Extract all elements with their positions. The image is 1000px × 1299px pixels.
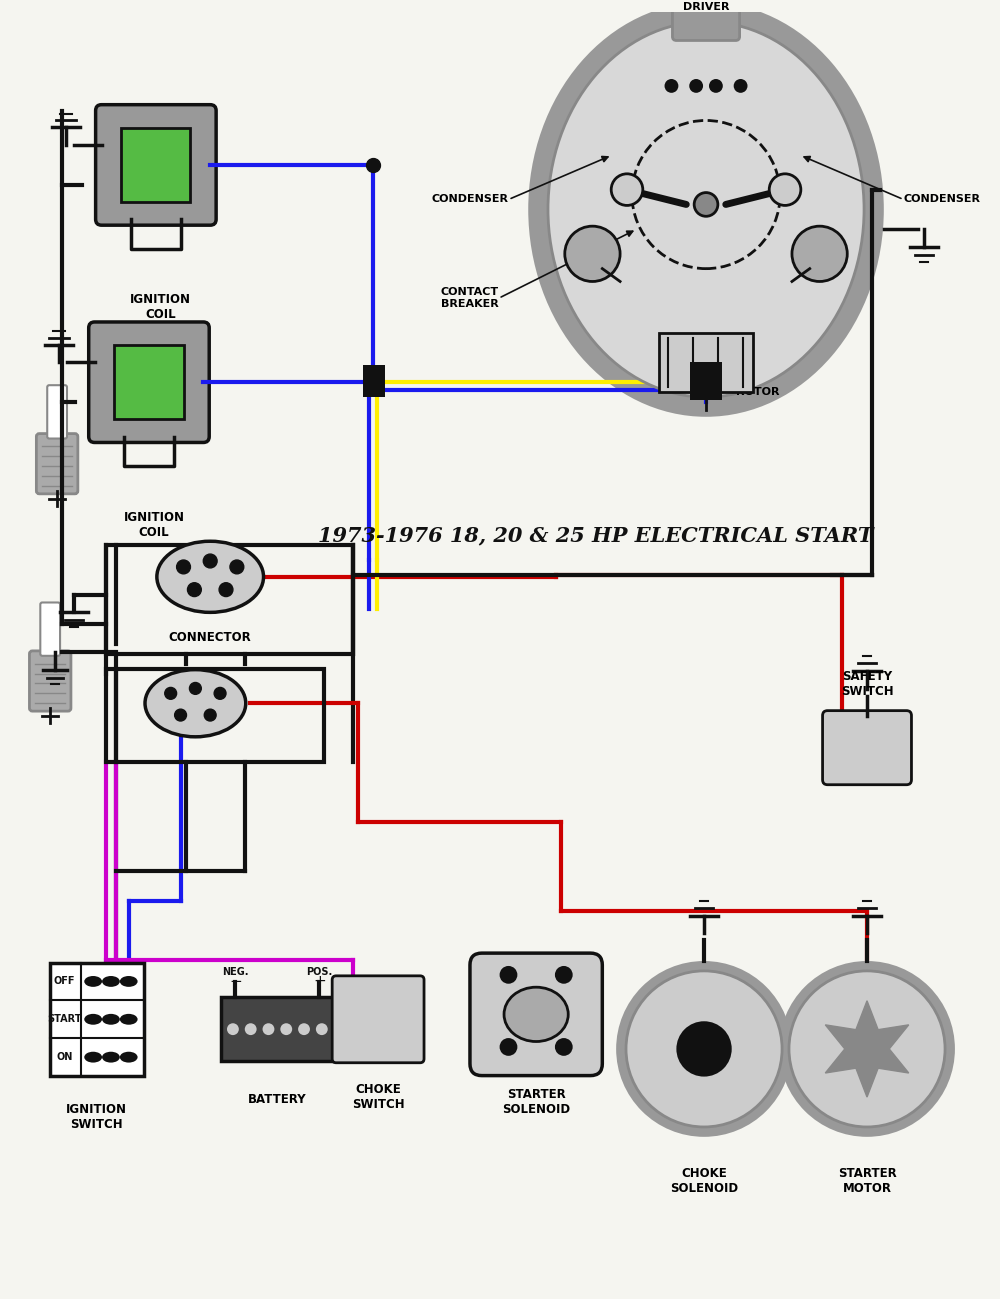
Text: CHOKE
SOLENOID: CHOKE SOLENOID xyxy=(670,1168,738,1195)
Bar xyxy=(114,346,184,420)
Circle shape xyxy=(734,79,748,92)
FancyBboxPatch shape xyxy=(672,0,740,40)
Text: STARTER
MOTOR: STARTER MOTOR xyxy=(838,1168,896,1195)
Circle shape xyxy=(665,79,678,92)
Text: DRIVER
COIL: DRIVER COIL xyxy=(683,3,729,23)
Ellipse shape xyxy=(120,1052,138,1063)
Polygon shape xyxy=(825,1000,909,1098)
Circle shape xyxy=(779,961,955,1137)
Text: 1973-1976 18, 20 & 25 HP ELECTRICAL START: 1973-1976 18, 20 & 25 HP ELECTRICAL STAR… xyxy=(318,525,873,546)
Circle shape xyxy=(792,226,847,282)
FancyBboxPatch shape xyxy=(332,976,424,1063)
Text: CONTACT
BREAKER: CONTACT BREAKER xyxy=(440,287,499,309)
Text: STARTER
SOLENOID: STARTER SOLENOID xyxy=(502,1089,570,1116)
Circle shape xyxy=(187,583,201,596)
Circle shape xyxy=(616,961,792,1137)
Text: OFF: OFF xyxy=(54,977,75,986)
Ellipse shape xyxy=(528,3,884,417)
Bar xyxy=(106,546,353,653)
Circle shape xyxy=(175,709,186,721)
Circle shape xyxy=(263,1024,274,1035)
Circle shape xyxy=(565,226,620,282)
Circle shape xyxy=(555,1038,573,1056)
FancyBboxPatch shape xyxy=(29,651,71,711)
Text: IGNITION
COIL: IGNITION COIL xyxy=(130,294,191,321)
Circle shape xyxy=(219,583,233,596)
Circle shape xyxy=(230,560,244,574)
Circle shape xyxy=(709,79,723,92)
Circle shape xyxy=(678,1024,730,1074)
FancyBboxPatch shape xyxy=(96,105,216,225)
Bar xyxy=(363,365,385,397)
Circle shape xyxy=(280,1024,292,1035)
Ellipse shape xyxy=(120,976,138,987)
Circle shape xyxy=(214,687,226,699)
FancyBboxPatch shape xyxy=(470,953,602,1076)
Text: SAFETY
SWITCH: SAFETY SWITCH xyxy=(841,670,893,699)
FancyBboxPatch shape xyxy=(47,386,67,439)
Circle shape xyxy=(500,966,517,983)
Ellipse shape xyxy=(84,976,102,987)
Ellipse shape xyxy=(120,1013,138,1025)
Text: NEG.: NEG. xyxy=(222,968,249,977)
Ellipse shape xyxy=(102,1052,120,1063)
Text: CONDENSER: CONDENSER xyxy=(431,195,508,204)
Circle shape xyxy=(694,192,718,217)
Circle shape xyxy=(165,687,177,699)
Circle shape xyxy=(298,1024,310,1035)
Text: BATTERY: BATTERY xyxy=(248,1094,307,1107)
Bar xyxy=(221,998,334,1061)
FancyBboxPatch shape xyxy=(36,434,78,494)
Ellipse shape xyxy=(548,22,864,397)
Circle shape xyxy=(689,79,703,92)
Bar xyxy=(106,669,324,763)
Ellipse shape xyxy=(102,1013,120,1025)
Circle shape xyxy=(555,966,573,983)
Circle shape xyxy=(189,682,201,695)
Bar xyxy=(690,362,722,400)
Circle shape xyxy=(789,970,945,1128)
Circle shape xyxy=(227,1024,239,1035)
Circle shape xyxy=(245,1024,257,1035)
Circle shape xyxy=(500,1038,517,1056)
Circle shape xyxy=(611,174,643,205)
Text: CHOKE
SWITCH: CHOKE SWITCH xyxy=(352,1083,404,1112)
Text: IGNITION
SWITCH: IGNITION SWITCH xyxy=(66,1103,127,1131)
Text: IGNITION
COIL: IGNITION COIL xyxy=(123,511,184,539)
Circle shape xyxy=(316,1024,328,1035)
Ellipse shape xyxy=(145,670,246,737)
Text: ON: ON xyxy=(56,1052,73,1063)
Bar xyxy=(121,127,190,201)
Text: POS.: POS. xyxy=(306,968,332,977)
Circle shape xyxy=(177,560,190,574)
Circle shape xyxy=(769,174,801,205)
Ellipse shape xyxy=(102,976,120,987)
Circle shape xyxy=(626,970,782,1128)
Text: CONDENSER: CONDENSER xyxy=(904,195,981,204)
FancyBboxPatch shape xyxy=(40,603,60,656)
Circle shape xyxy=(203,555,217,568)
Ellipse shape xyxy=(504,987,568,1042)
Ellipse shape xyxy=(157,542,264,612)
Circle shape xyxy=(204,709,216,721)
Text: ROTOR: ROTOR xyxy=(736,387,779,397)
Text: −: − xyxy=(229,974,242,989)
Text: START: START xyxy=(47,1015,82,1025)
Text: +: + xyxy=(313,974,326,989)
Ellipse shape xyxy=(84,1052,102,1063)
Ellipse shape xyxy=(84,1013,102,1025)
Text: CONNECTOR: CONNECTOR xyxy=(169,631,252,644)
Bar xyxy=(659,333,753,392)
FancyBboxPatch shape xyxy=(823,711,911,785)
FancyBboxPatch shape xyxy=(89,322,209,443)
Bar xyxy=(50,963,144,1076)
